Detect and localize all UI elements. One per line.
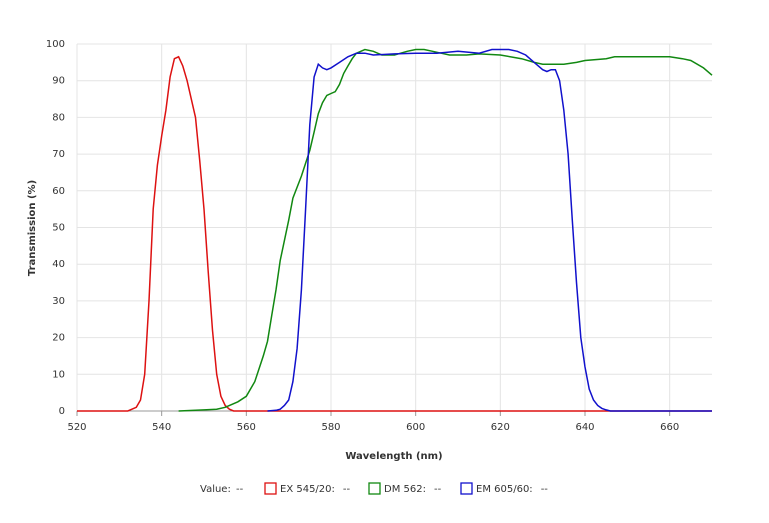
x-tick-label: 560 — [237, 422, 256, 433]
x-tick-label: 580 — [321, 422, 340, 433]
x-tick-label: 660 — [660, 422, 679, 433]
legend-swatch — [368, 482, 381, 495]
x-tick-label: 620 — [491, 422, 510, 433]
y-tick-label: 60 — [52, 186, 65, 197]
legend-label: EM 605/60: — [476, 484, 533, 495]
x-tick-label: 600 — [406, 422, 425, 433]
x-tick-label: 640 — [575, 422, 594, 433]
x-tick-label: 520 — [67, 422, 86, 433]
legend-label: DM 562: — [384, 484, 426, 495]
series-line — [267, 48, 712, 412]
y-axis-title: Transmission (%) — [27, 180, 38, 276]
y-tick-label: 50 — [52, 223, 65, 234]
y-tick-label: 80 — [52, 112, 65, 123]
legend-swatch — [460, 482, 473, 495]
y-tick-label: 100 — [46, 39, 65, 50]
y-tick-label: 40 — [52, 259, 65, 270]
legend-label: EX 545/20: — [280, 484, 335, 495]
x-axis-title: Wavelength (nm) — [345, 451, 442, 462]
y-tick-label: 0 — [59, 406, 65, 417]
series-line — [178, 48, 713, 412]
y-tick-label: 90 — [52, 76, 65, 87]
legend-value: -- — [541, 484, 549, 495]
legend-value: -- — [343, 484, 351, 495]
y-tick-label: 70 — [52, 149, 65, 160]
readout-value: -- — [236, 484, 244, 495]
legend-value: -- — [434, 484, 442, 495]
y-tick-label: 30 — [52, 296, 65, 307]
readout-label: Value: — [200, 484, 231, 495]
x-tick-label: 540 — [152, 422, 171, 433]
series-line — [77, 55, 712, 412]
y-tick-label: 20 — [52, 333, 65, 344]
legend-swatch — [264, 482, 277, 495]
y-tick-label: 10 — [52, 369, 65, 380]
